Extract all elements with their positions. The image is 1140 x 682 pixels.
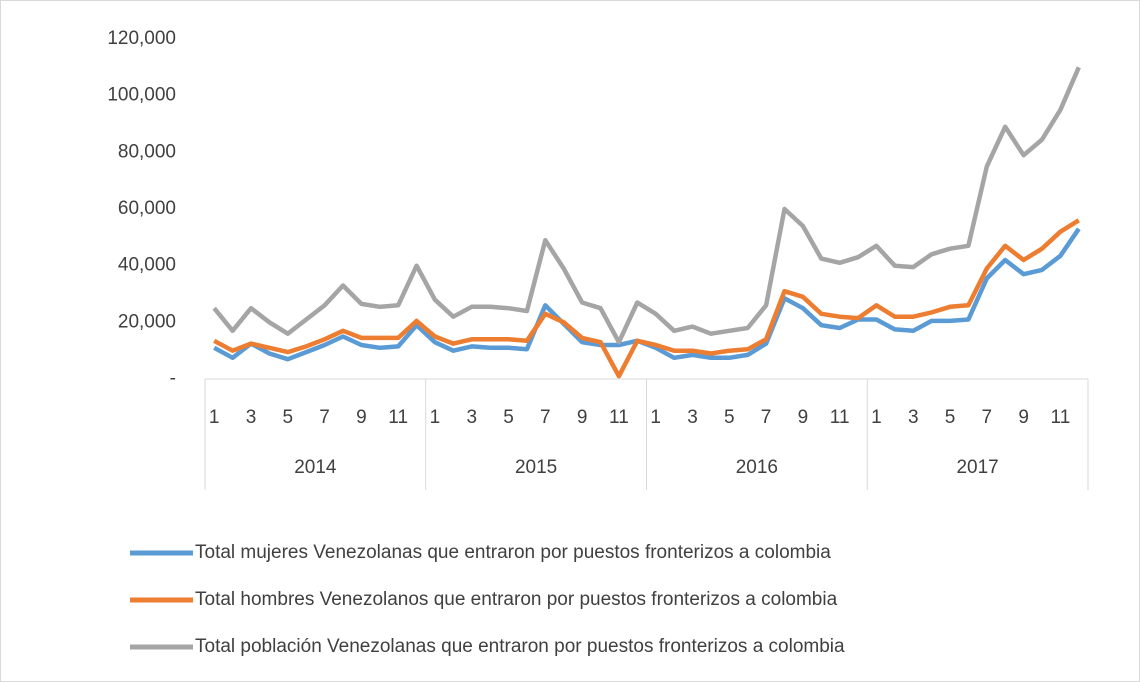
series-line — [213, 218, 1080, 379]
x-tick-label: 5 — [503, 407, 514, 428]
legend-label: Total hombres Venezolanos que entraron p… — [195, 589, 838, 610]
y-tick-label: 100,000 — [107, 85, 176, 106]
x-tick-label: 1 — [209, 407, 220, 428]
x-tick-label: 9 — [356, 407, 367, 428]
x-tick-label: 7 — [540, 407, 551, 428]
group-label: 2014 — [294, 457, 337, 478]
series-line — [212, 66, 1081, 345]
x-tick-label: 3 — [466, 407, 477, 428]
x-tick-label: 7 — [761, 407, 772, 428]
x-tick-label: 7 — [319, 407, 330, 428]
x-tick-label: 3 — [908, 407, 919, 428]
legend-label: Total población Venezolanas que entraron… — [195, 636, 845, 657]
y-tick-label: 40,000 — [118, 255, 176, 276]
group-label: 2017 — [956, 457, 998, 478]
y-tick-label: 20,000 — [118, 311, 176, 332]
group-label: 2016 — [736, 457, 778, 478]
x-tick-label: 11 — [830, 407, 850, 428]
x-tick-label: 11 — [1051, 407, 1071, 428]
x-tick-label: 9 — [1018, 407, 1029, 428]
y-tick-label: 120,000 — [107, 28, 176, 49]
x-tick-label: 3 — [687, 407, 698, 428]
legend-label: Total mujeres Venezolanas que entraron p… — [195, 542, 831, 563]
y-tick-label: - — [170, 368, 176, 389]
y-tick-label: 60,000 — [118, 198, 176, 219]
x-tick-label: 1 — [430, 407, 441, 428]
x-tick-label: 1 — [650, 407, 661, 428]
x-tick-label: 1 — [871, 407, 882, 428]
x-tick-label: 5 — [282, 407, 293, 428]
group-label: 2015 — [515, 457, 557, 478]
x-tick-label: 7 — [982, 407, 993, 428]
x-tick-label: 5 — [945, 407, 956, 428]
y-tick-label: 80,000 — [118, 141, 176, 162]
x-tick-label: 11 — [609, 407, 629, 428]
x-tick-label: 5 — [724, 407, 735, 428]
x-tick-label: 9 — [798, 407, 809, 428]
x-tick-label: 3 — [246, 407, 257, 428]
x-tick-label: 11 — [388, 407, 408, 428]
x-tick-label: 9 — [577, 407, 588, 428]
